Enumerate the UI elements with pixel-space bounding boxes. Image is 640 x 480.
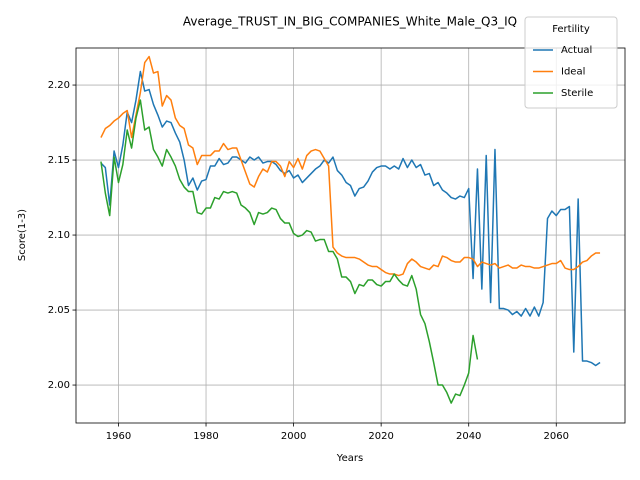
legend-label: Sterile (561, 88, 593, 99)
x-tick-label: 2040 (456, 431, 481, 442)
y-tick-label: 2.00 (48, 380, 70, 391)
x-axis-label: Years (336, 453, 363, 464)
legend-label: Actual (561, 45, 592, 56)
x-tick-label: 1960 (106, 431, 131, 442)
y-axis-label: Score(1-3) (17, 209, 28, 261)
legend-box (524, 16, 618, 109)
series-line (100, 70, 601, 367)
legend-label: Ideal (561, 67, 585, 78)
y-tick-label: 2.10 (48, 230, 70, 241)
x-tick-label: 2060 (544, 431, 569, 442)
y-tick-label: 2.05 (48, 305, 70, 316)
plot-frame (75, 47, 626, 424)
series-line (100, 55, 601, 277)
x-tick-label: 1980 (193, 431, 218, 442)
series-line (100, 99, 479, 404)
chart-title: Average_TRUST_IN_BIG_COMPANIES_White_Mal… (183, 15, 517, 29)
x-tick-label: 2000 (281, 431, 306, 442)
legend-title: Fertility (552, 24, 590, 35)
y-tick-label: 2.15 (48, 155, 70, 166)
x-tick-label: 2020 (368, 431, 393, 442)
y-tick-label: 2.20 (48, 80, 70, 91)
